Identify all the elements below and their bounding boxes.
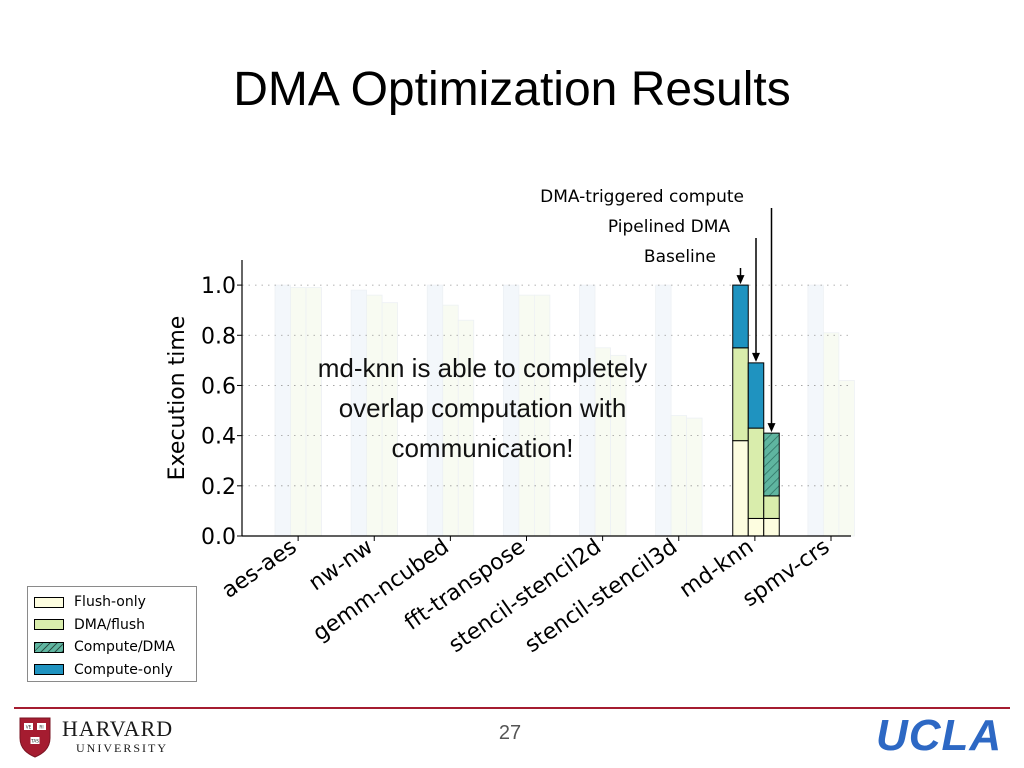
legend-swatch-compute-dma [34,641,64,653]
bar-md-knn-1-dma-flush [747,427,765,519]
x-tick-label-spmv-crs: spmv-crs [738,534,834,612]
annotation-arrowhead-0 [767,423,776,433]
y-tick-label-0: 0.0 [201,525,236,550]
highlighted-bars [732,284,780,537]
harvard-shield-icon: VE RI TAS [19,717,51,758]
svg-text:VE: VE [26,725,32,730]
md-knn-callout: md-knn is able to completely overlap com… [270,348,695,468]
faded-bars [274,284,855,537]
footer-divider [14,707,1010,709]
legend-item-flush-only: Flush-only [34,591,196,614]
axes [241,260,851,537]
legend-item-compute-dma: Compute/DMA [34,636,196,659]
annotation-label-1: Pipelined DMA [608,217,730,237]
bar-md-knn-0-dma-flush [732,347,749,442]
y-tick-label-4: 0.8 [201,324,236,349]
legend-item-dma-flush: DMA/flush [34,614,196,637]
legend-label: Compute-only [74,661,173,678]
callout-line-3: communication! [391,433,574,463]
bar-md-knn-0-compute-only [732,284,749,349]
y-tick-label-5: 1.0 [201,274,236,299]
svg-text:TAS: TAS [30,739,39,744]
callout-line-2: overlap computation with [338,393,627,423]
legend-label: Compute/DMA [74,639,175,656]
y-axis-label: Execution time [165,316,190,481]
legend-label: Flush-only [74,594,146,611]
ucla-logo: UCLA [876,711,1003,760]
slide-title: DMA Optimization Results [233,63,791,116]
page-number: 27 [498,722,522,744]
annotations: DMA-triggered compute Pipelined DMA Baseli… [540,187,776,433]
harvard-name: HARVARD [62,716,174,741]
bar-md-knn-2-flush-only [763,517,780,537]
callout-line-1: md-knn is able to completely [317,353,648,383]
bar-md-knn-1-flush-only [747,517,765,537]
harvard-wordmark: HARVARD UNIVERSITY [62,718,173,756]
bar-md-knn-1-compute-only [747,362,765,429]
legend-item-compute-only: Compute-only [34,659,196,682]
x-tick-label-gemm-ncubed: gemm-ncubed [309,534,454,646]
legend-swatch-dma-flush [34,619,64,631]
harvard-sub: UNIVERSITY [76,741,168,755]
faded-bar-spmv-crs-0 [807,284,824,537]
bar-md-knn-2-compute-dma [763,432,780,497]
legend-swatch-compute-only [34,664,64,676]
bar-md-knn-2-dma-flush [763,495,780,519]
annotation-label-0: DMA-triggered compute [540,187,744,207]
harvard-logo: VE RI TAS HARVARD UNIVERSITY [18,716,173,758]
legend-swatch-flush-only [34,596,64,608]
annotation-arrowhead-2 [736,275,745,285]
annotation-label-2: Baseline [644,247,716,267]
y-tick-label-2: 0.4 [201,425,236,450]
y-tick-label-1: 0.2 [201,475,236,500]
chart-legend: Flush-only DMA/flush Compute/DMA Compute… [27,586,197,682]
legend-label: DMA/flush [74,616,146,633]
faded-bar-spmv-crs-2 [838,380,855,537]
bar-md-knn-0-flush-only [732,440,749,537]
annotation-arrowhead-1 [752,352,760,362]
faded-bar-spmv-crs-1 [822,332,840,537]
svg-text:RI: RI [39,725,43,730]
y-tick-label-3: 0.6 [201,374,236,399]
